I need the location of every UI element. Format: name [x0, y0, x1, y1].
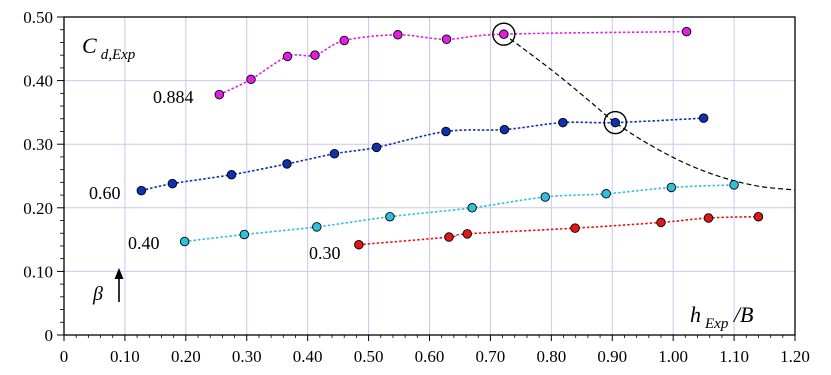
data-point: [462, 229, 473, 239]
grid: [64, 17, 795, 335]
series-label-0.40: 0.40: [128, 233, 160, 253]
highlight-ring: [603, 110, 627, 135]
data-point: [167, 178, 178, 189]
x-axis-title-main: h: [690, 302, 701, 327]
data-point: [310, 50, 320, 60]
beta-label: β: [92, 283, 103, 305]
data-point: [441, 34, 452, 45]
series-label-0.60: 0.60: [89, 183, 121, 203]
x-tick-label: 1.10: [719, 347, 749, 366]
data-point: [499, 124, 510, 135]
data-point: [601, 189, 611, 199]
data-point: [444, 232, 454, 242]
x-axis-title: h Exp /B: [690, 302, 753, 332]
data-point: [282, 51, 293, 62]
envelope-curve: [503, 33, 796, 191]
data-point: [570, 223, 580, 233]
x-axis-title-sub: Exp: [704, 316, 729, 332]
envelope-line: [503, 33, 796, 191]
series-line: [141, 117, 704, 192]
y-tick-label: 0.30: [23, 135, 53, 154]
x-tick-label: 1.20: [780, 347, 810, 366]
data-point: [246, 74, 256, 85]
highlight-group: [492, 22, 627, 135]
data-point: [656, 217, 666, 228]
y-tick-label: 0.40: [23, 72, 53, 91]
data-point: [239, 229, 250, 240]
series-label-0.30: 0.30: [309, 243, 341, 263]
data-point: [681, 26, 692, 37]
x-tick-label: 0: [60, 347, 69, 366]
data-point: [385, 211, 395, 222]
data-point: [214, 89, 225, 100]
y-axis-title-sub: d,Exp: [101, 47, 136, 63]
series-0.60: [136, 113, 709, 196]
data-point: [441, 126, 451, 137]
data-point: [558, 117, 568, 128]
x-tick-label: 0.10: [110, 347, 140, 366]
x-tick-label: 0.50: [354, 347, 384, 366]
series-group: [136, 26, 764, 250]
y-tick-label: 0.10: [23, 262, 53, 281]
data-point: [666, 182, 677, 193]
series-line: [358, 215, 759, 246]
data-point: [467, 203, 477, 213]
data-point: [371, 142, 382, 153]
data-point: [610, 117, 621, 128]
data-point: [136, 185, 147, 196]
y-tick-label: 0.50: [23, 8, 53, 27]
data-point: [703, 213, 714, 223]
data-point: [354, 239, 364, 250]
data-point: [393, 30, 403, 40]
data-point: [226, 169, 237, 180]
series-0.40: [179, 180, 739, 247]
up-arrow-icon: [114, 268, 124, 302]
data-point: [339, 35, 349, 46]
x-tick-label: 1.00: [658, 347, 688, 366]
data-point: [540, 192, 550, 202]
series-label-0.884: 0.884: [153, 87, 194, 107]
data-point: [329, 148, 340, 159]
data-point: [179, 236, 190, 247]
x-tick-label: 0.60: [415, 347, 445, 366]
y-axis-title-main: C: [82, 33, 97, 58]
y-tick-label: 0: [45, 326, 54, 345]
x-tick-label: 0.40: [293, 347, 323, 366]
x-tick-label: 0.70: [476, 347, 506, 366]
highlight-ring: [492, 22, 516, 46]
series-0.884: [214, 26, 692, 100]
data-point: [499, 29, 509, 39]
x-tick-label: 0.30: [232, 347, 262, 366]
x-axis-title-suffix: /B: [728, 302, 753, 327]
tick-labels: 0 0.10 0.20 0.30 0.40 0.50 0.60 0.70 0.80 0.90 1.0…: [23, 8, 810, 366]
data-point: [312, 222, 322, 232]
x-tick-label: 0.20: [171, 347, 201, 366]
series-line: [184, 184, 735, 243]
y-tick-label: 0.20: [23, 199, 53, 218]
series-0.30: [354, 211, 764, 250]
x-tick-label: 0.80: [536, 347, 566, 366]
data-point: [282, 159, 292, 169]
series-line: [218, 30, 687, 96]
tick-marks: [57, 16, 796, 341]
data-point: [729, 180, 739, 190]
data-point: [698, 113, 709, 123]
data-point: [753, 211, 764, 222]
plot-frame: [63, 16, 796, 336]
x-tick-label: 0.90: [597, 347, 627, 366]
